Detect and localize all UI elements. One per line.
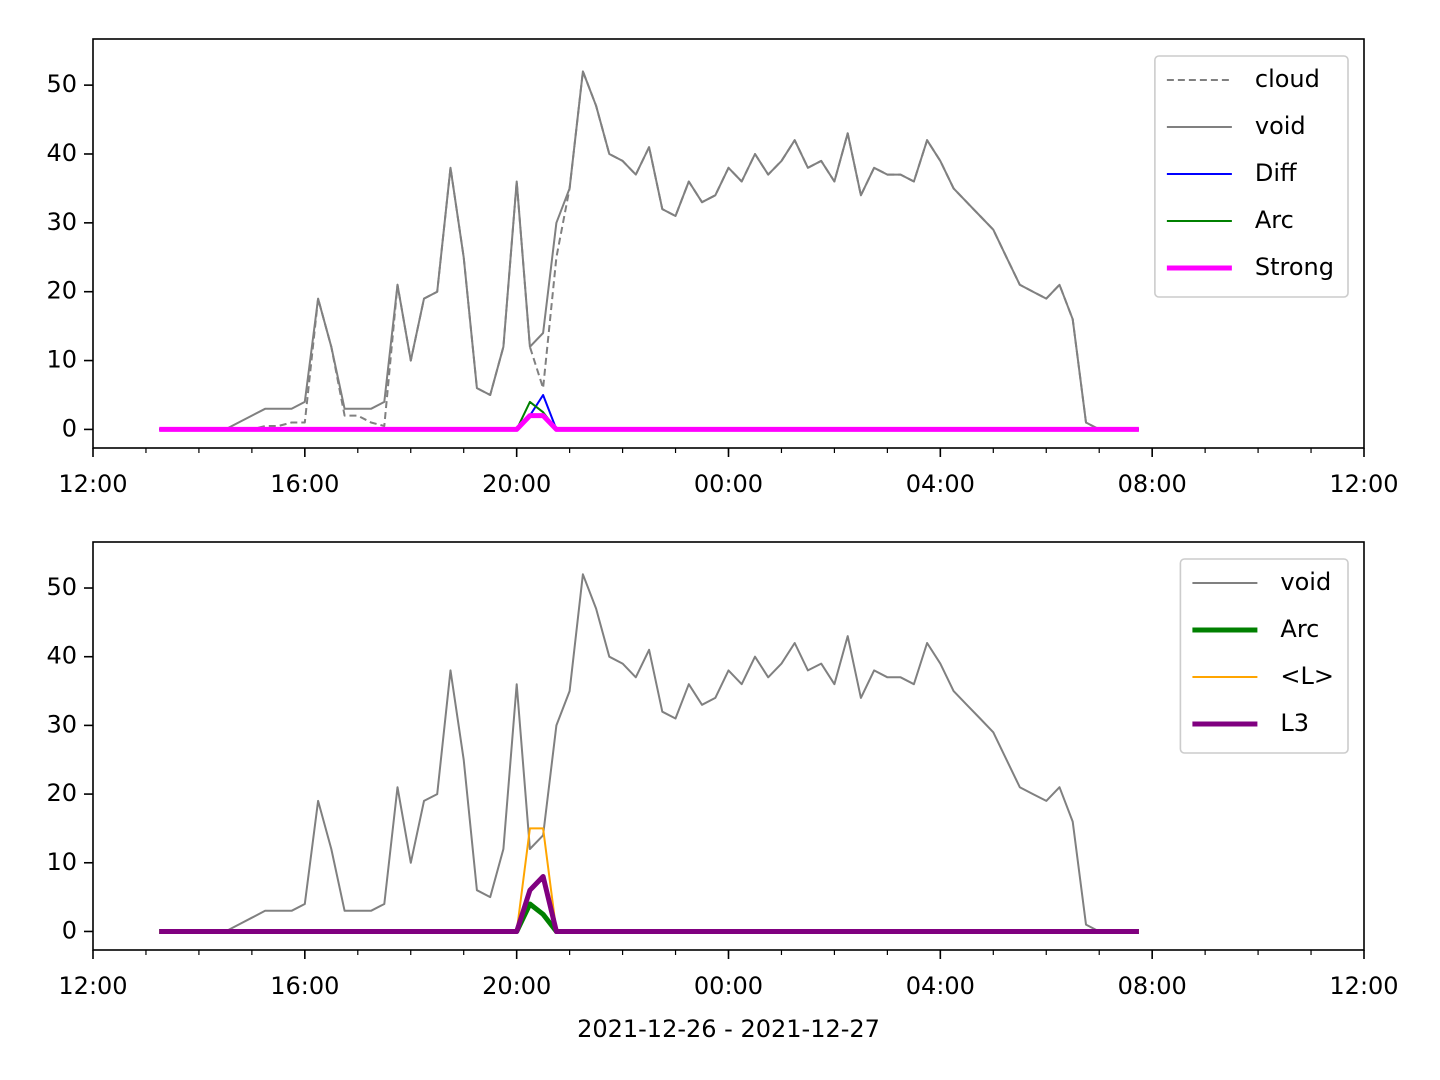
y-tick-label: 40 <box>46 139 77 167</box>
y-tick-label: 50 <box>46 70 77 98</box>
x-tick-label: 04:00 <box>906 972 975 1000</box>
y-tick-label: 10 <box>46 346 77 374</box>
x-tick-label: 08:00 <box>1118 470 1187 498</box>
x-tick-label: 00:00 <box>694 470 763 498</box>
series-line <box>159 70 1139 431</box>
legend-label: Diff <box>1255 159 1297 187</box>
legend-label: cloud <box>1255 65 1320 93</box>
legend-label: <L> <box>1280 662 1334 690</box>
y-tick-label: 50 <box>46 573 77 601</box>
y-tick-label: 30 <box>46 710 77 738</box>
y-tick-label: 0 <box>62 916 77 944</box>
x-tick-label: 08:00 <box>1118 972 1187 1000</box>
y-tick-label: 30 <box>46 208 77 236</box>
series-line <box>159 874 1139 934</box>
series-line <box>159 413 1139 432</box>
legend-label: Arc <box>1255 206 1294 234</box>
legend: cloud void Diff Arc Strong <box>1154 55 1349 298</box>
y-tick-label: 10 <box>46 848 77 876</box>
legend-label: void <box>1280 568 1331 596</box>
x-tick-label: 00:00 <box>694 972 763 1000</box>
x-tick-label: 12:00 <box>58 972 127 1000</box>
y-tick-label: 20 <box>46 277 77 305</box>
x-tick-label: 16:00 <box>270 972 339 1000</box>
x-tick-label: 16:00 <box>270 470 339 498</box>
series-line <box>159 573 1139 933</box>
legend-label: void <box>1255 112 1306 140</box>
x-tick-label: 12:00 <box>1329 470 1398 498</box>
x-tick-label: 04:00 <box>906 470 975 498</box>
x-tick-label: 12:00 <box>1329 972 1398 1000</box>
y-tick-label: 20 <box>46 779 77 807</box>
legend-frame <box>1154 55 1349 298</box>
legend-label: L3 <box>1280 709 1309 737</box>
legend-label: Arc <box>1280 615 1319 643</box>
x-axis-label: 2021-12-26 - 2021-12-27 <box>577 1015 880 1043</box>
x-tick-label: 20:00 <box>482 470 551 498</box>
y-tick-label: 0 <box>62 414 77 442</box>
legend-label: Strong <box>1255 253 1334 281</box>
x-tick-label: 12:00 <box>58 470 127 498</box>
legend-frame <box>1179 558 1349 754</box>
x-tick-label: 20:00 <box>482 972 551 1000</box>
y-tick-label: 40 <box>46 642 77 670</box>
legend: void Arc <L> L3 <box>1179 558 1349 754</box>
